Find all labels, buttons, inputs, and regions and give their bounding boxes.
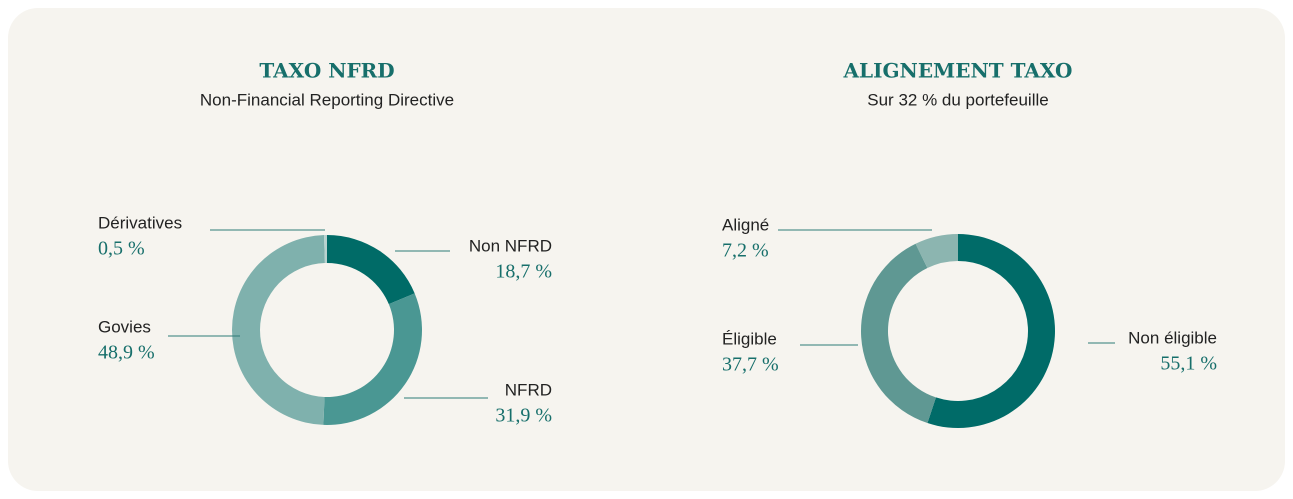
chart-title: TAXO NFRD bbox=[259, 59, 394, 83]
slice-label: Dérivatives bbox=[98, 213, 182, 232]
slice-label: Govies bbox=[98, 317, 151, 336]
slice-value: 55,1 % bbox=[1160, 353, 1217, 375]
slice-label: Aligné bbox=[722, 215, 769, 234]
donut-slice bbox=[327, 235, 415, 305]
chart-subtitle: Sur 32 % du portefeuille bbox=[867, 90, 1048, 109]
chart-title: ALIGNEMENT TAXO bbox=[843, 59, 1073, 83]
slice-label: Non NFRD bbox=[469, 236, 552, 255]
chart-subtitle: Non-Financial Reporting Directive bbox=[200, 90, 454, 109]
slice-value: 31,9 % bbox=[495, 405, 552, 427]
donut-slice bbox=[232, 235, 325, 425]
donut-slice bbox=[861, 243, 936, 424]
slice-value: 7,2 % bbox=[722, 240, 769, 262]
slice-label: NFRD bbox=[505, 380, 552, 399]
slice-value: 48,9 % bbox=[98, 342, 155, 364]
card bbox=[8, 8, 1285, 491]
slice-label: Éligible bbox=[722, 329, 777, 348]
donut-slice bbox=[927, 233, 1056, 429]
slice-value: 18,7 % bbox=[495, 261, 552, 283]
donut-slice bbox=[915, 234, 958, 269]
slice-value: 37,7 % bbox=[722, 354, 779, 376]
donut-slice bbox=[323, 293, 422, 425]
slice-label: Non éligible bbox=[1128, 328, 1217, 347]
donut-slice bbox=[324, 235, 327, 264]
slice-value: 0,5 % bbox=[98, 238, 145, 260]
